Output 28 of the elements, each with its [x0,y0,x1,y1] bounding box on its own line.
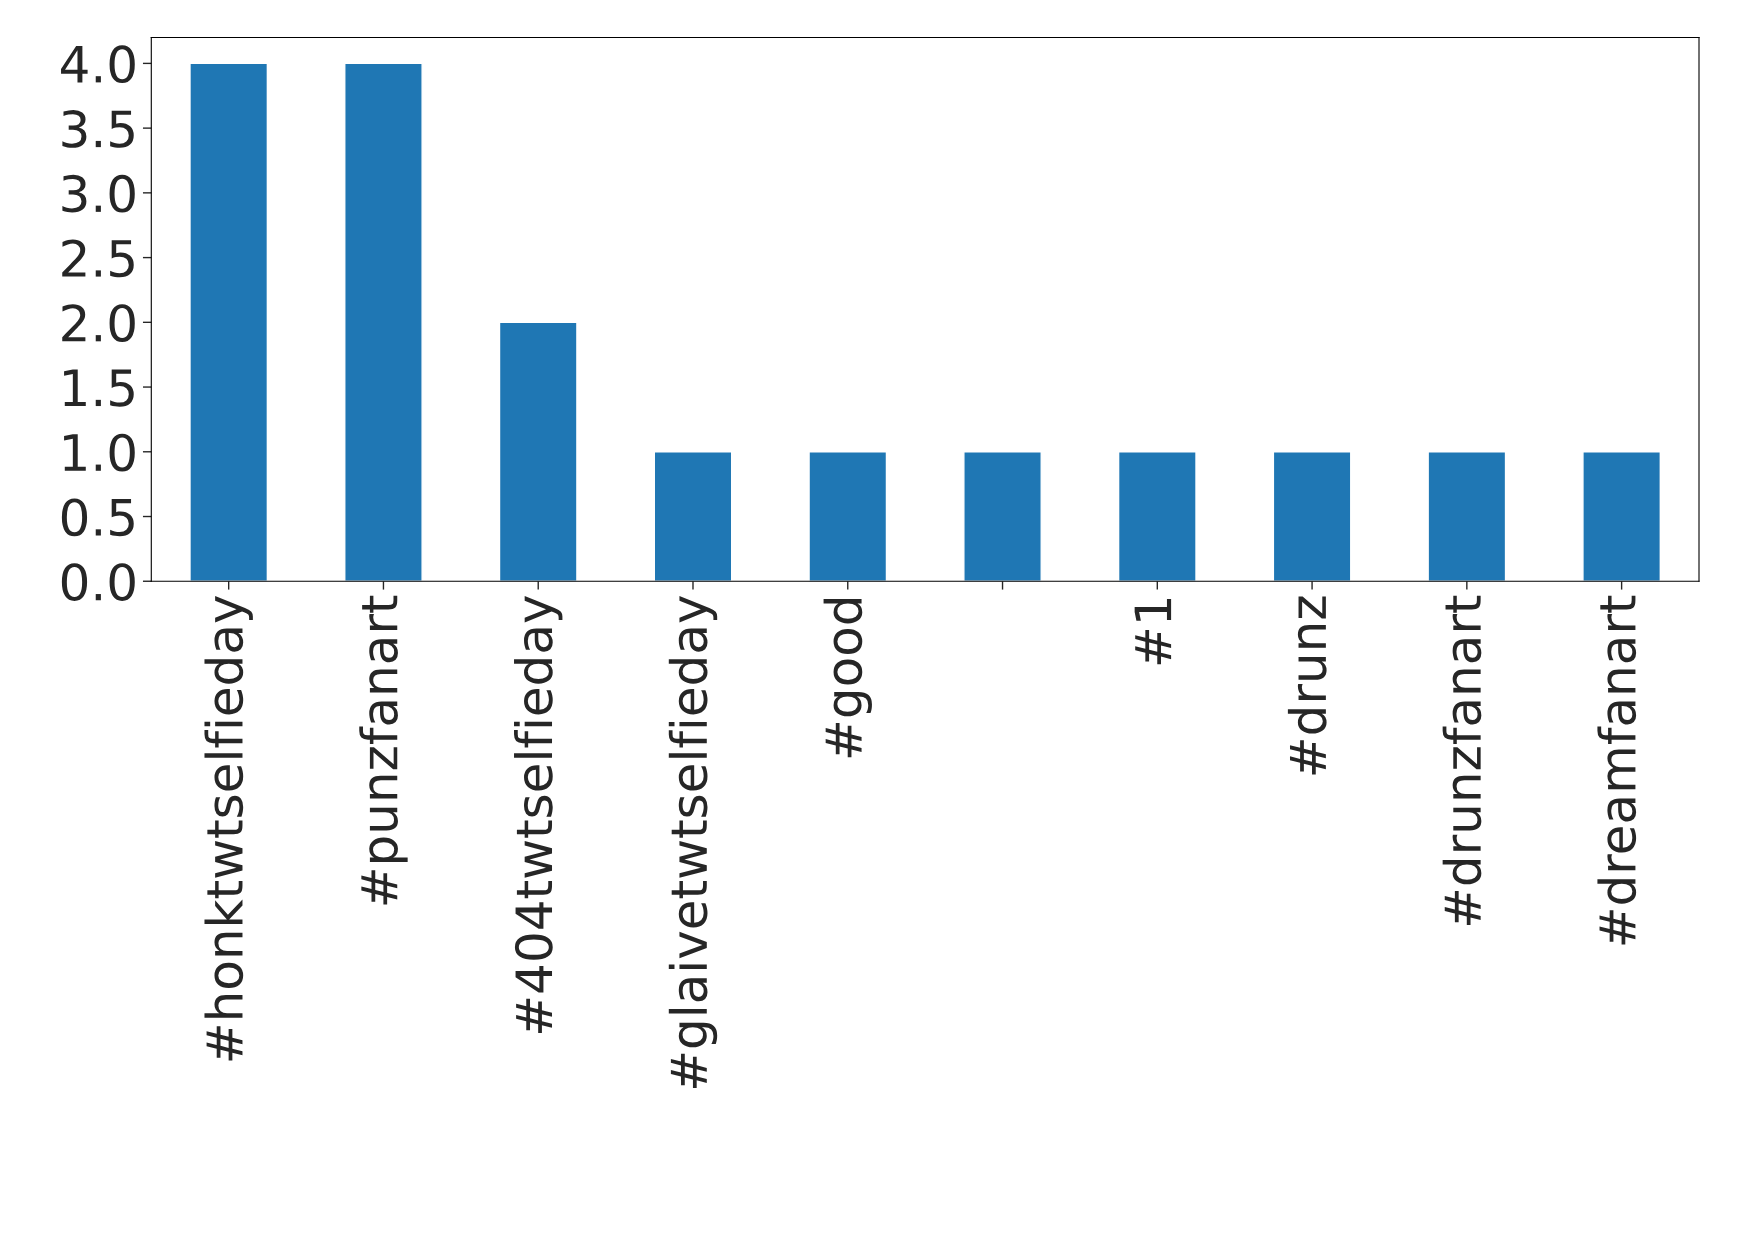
y-tick-label: 0.5 [61,498,134,537]
bar [1117,451,1197,582]
y-tick-label: 0.0 [61,563,135,601]
y-tick-label: 3.0 [62,174,135,213]
y-tick-label: 2.5 [62,239,134,278]
bar [808,451,888,582]
x-tick-label: #404twtselfieday [514,595,563,1033]
x-tick-label: #honktwtselfieday [204,595,253,1061]
bar [963,451,1042,582]
x-tick-label: #drunzfanart [1442,595,1482,926]
x-tick-label: #1 [1134,599,1172,665]
x-tick-label: #good [823,599,872,758]
x-tick-label: #dreamfanart [1597,595,1637,945]
bar [344,62,423,582]
y-tick-label: 3.5 [62,110,134,148]
bar [189,62,269,582]
x-tick-label: #punzfanart [359,595,408,905]
x-tick-label: #drunz [1287,596,1327,775]
x-tick-label: #glaivetwtselfieday [668,595,718,1089]
y-tick-label: 1.0 [64,433,135,472]
bar [653,451,733,582]
bar [1427,451,1507,582]
bar [498,321,578,582]
bar [1582,451,1662,582]
y-tick-label: 4.0 [61,45,135,84]
bar [1272,451,1352,582]
y-tick-label: 2.0 [62,304,135,343]
y-tick-label: 1.5 [64,369,134,407]
